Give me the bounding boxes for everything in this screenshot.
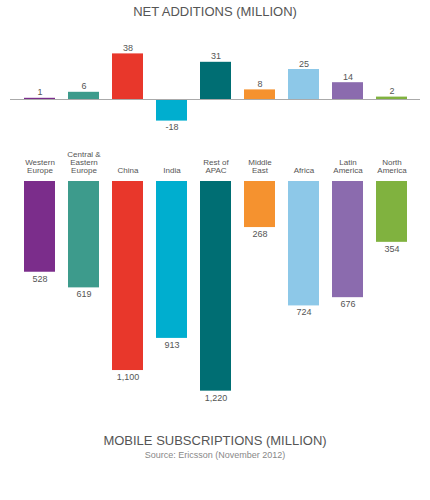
svg-text:1: 1 bbox=[37, 87, 42, 97]
svg-text:LatinAmerica: LatinAmerica bbox=[333, 158, 363, 175]
svg-text:14: 14 bbox=[343, 72, 353, 82]
svg-text:31: 31 bbox=[211, 51, 221, 61]
html-text:NET ADDITIONS (MILLION): NET ADDITIONS (MILLION) bbox=[133, 4, 297, 19]
svg-text:Central &EasternEurope: Central &EasternEurope bbox=[67, 150, 101, 175]
svg-text:268: 268 bbox=[252, 229, 267, 239]
svg-text:724: 724 bbox=[296, 307, 311, 317]
svg-text:6: 6 bbox=[81, 81, 86, 91]
svg-text:38: 38 bbox=[123, 43, 133, 53]
svg-text:8: 8 bbox=[257, 79, 262, 89]
svg-text:WesternEurope: WesternEurope bbox=[25, 158, 55, 175]
svg-text:1,220: 1,220 bbox=[205, 393, 228, 403]
svg-text:354: 354 bbox=[384, 244, 399, 254]
svg-text:2: 2 bbox=[389, 86, 394, 96]
svg-text:619: 619 bbox=[76, 289, 91, 299]
svg-text:Africa: Africa bbox=[294, 166, 315, 175]
svg-text:528: 528 bbox=[32, 274, 47, 284]
svg-text:25: 25 bbox=[299, 59, 309, 69]
svg-text:Rest ofAPAC: Rest ofAPAC bbox=[203, 158, 229, 175]
svg-text:1,100: 1,100 bbox=[117, 372, 140, 382]
svg-text:-18: -18 bbox=[165, 122, 178, 132]
svg-text:China: China bbox=[118, 166, 139, 175]
svg-text:913: 913 bbox=[164, 340, 179, 350]
html-text:MOBILE SUBSCRIPTIONS (MILLION): MOBILE SUBSCRIPTIONS (MILLION) bbox=[103, 433, 327, 448]
svg-text:676: 676 bbox=[340, 299, 355, 309]
svg-text:NorthAmerica: NorthAmerica bbox=[377, 158, 407, 175]
svg-text:India: India bbox=[163, 166, 181, 175]
svg-text:MiddleEast: MiddleEast bbox=[248, 158, 272, 175]
html-text:Source: Ericsson (November 201: Source: Ericsson (November 2012) bbox=[144, 450, 286, 460]
